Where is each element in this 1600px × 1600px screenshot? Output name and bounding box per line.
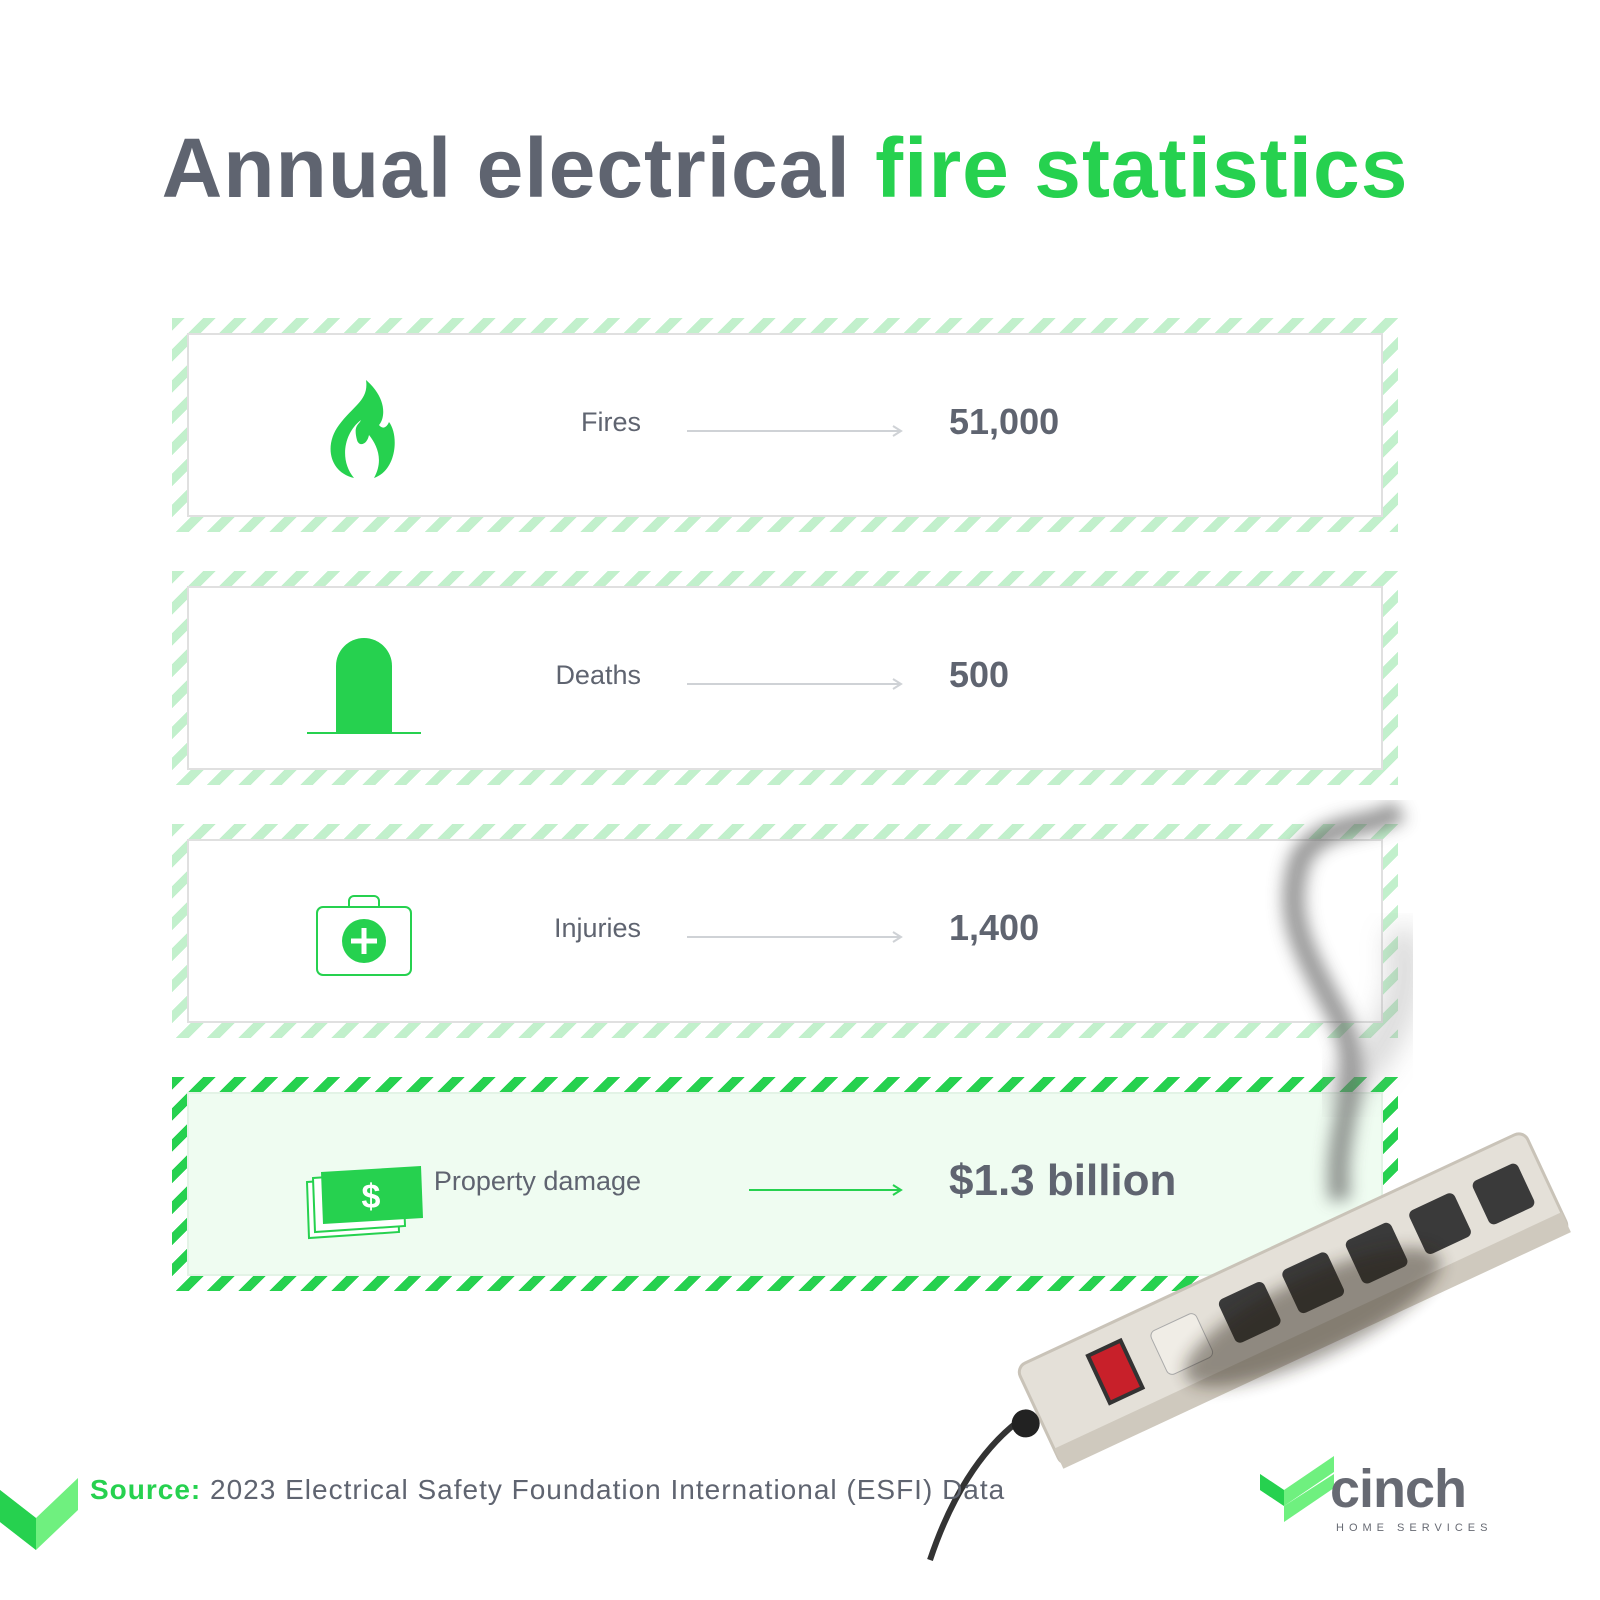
- stat-value: $1.3 billion: [949, 1156, 1177, 1205]
- stat-label: Fires: [581, 407, 641, 437]
- arrow-icon: [687, 425, 903, 437]
- logo-check-icon: [1260, 1456, 1334, 1522]
- stat-label: Deaths: [555, 660, 641, 690]
- stat-label: Injuries: [553, 913, 641, 943]
- tombstone-icon: [307, 638, 421, 734]
- stat-card-injuries: Injuries 1,400: [172, 824, 1398, 1038]
- stat-value: 51,000: [949, 401, 1060, 442]
- stat-card-fires: Fires 51,000: [172, 318, 1398, 532]
- stat-label: Property damage: [433, 1166, 641, 1196]
- arrow-icon: [687, 931, 903, 943]
- money-icon: $: [305, 1166, 423, 1240]
- arrow-icon: [687, 678, 903, 690]
- fire-icon: [330, 380, 395, 478]
- cinch-logo: cinch HOME SERVICES: [1258, 1452, 1498, 1542]
- arrow-icon: [749, 1184, 903, 1196]
- corner-chevron-decoration: [0, 1478, 78, 1550]
- stat-value: 500: [949, 654, 1010, 695]
- stat-card-deaths: Deaths 500: [172, 571, 1398, 785]
- svg-text:$: $: [362, 1178, 381, 1216]
- first-aid-kit-icon: [316, 895, 412, 976]
- stat-value: 1,400: [949, 907, 1040, 948]
- source-citation: Source: 2023 Electrical Safety Foundatio…: [90, 1474, 1006, 1505]
- burnt-power-strip-image: [927, 800, 1571, 1561]
- page-title: Annual electrical fire statistics: [161, 121, 1409, 215]
- stat-card-property-damage: $ Property damage $1.3 billion: [172, 1077, 1398, 1291]
